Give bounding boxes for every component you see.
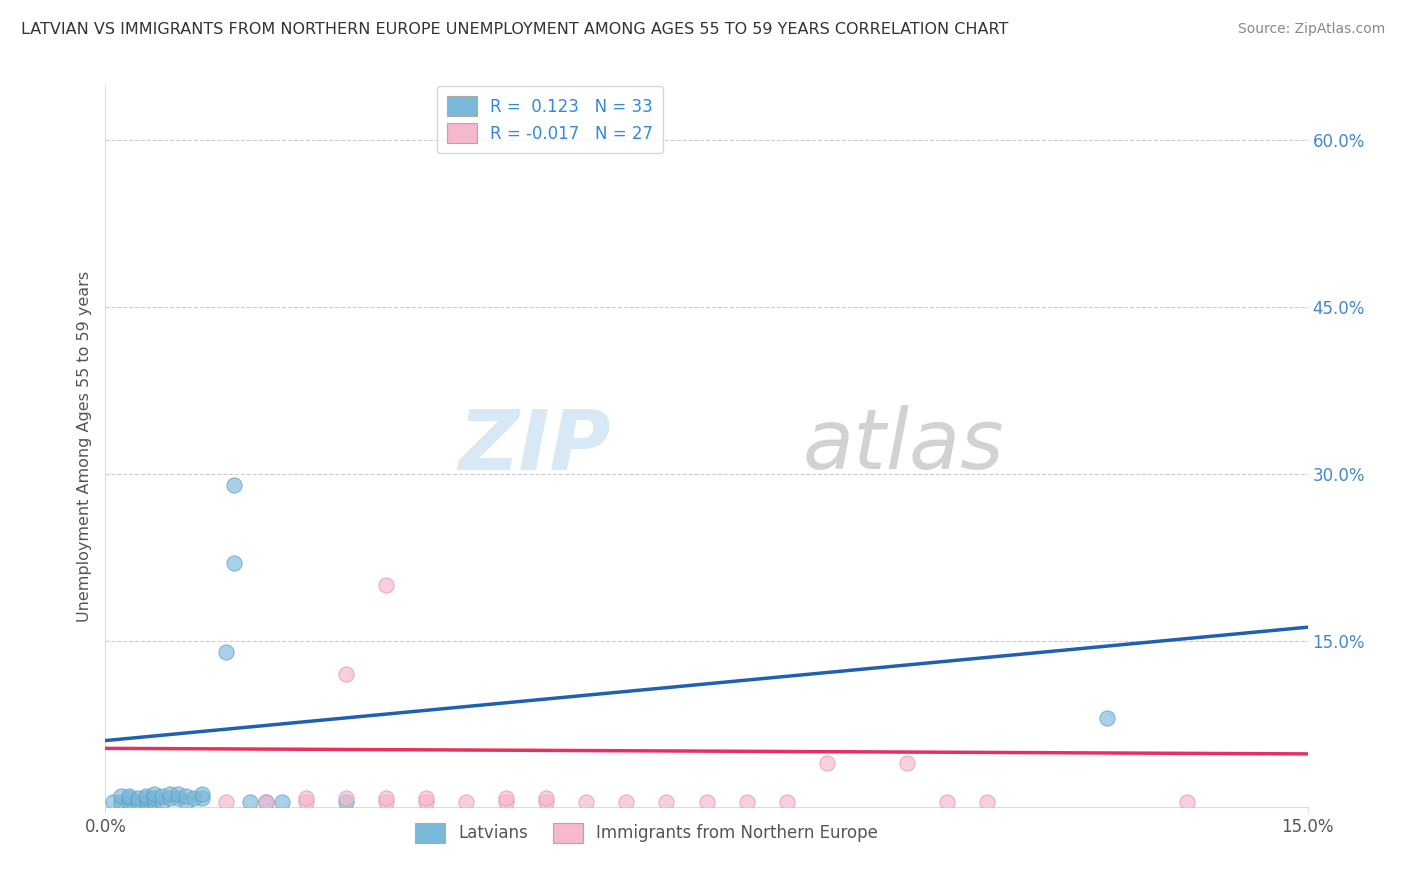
Point — [270, 795, 292, 809]
Point — [295, 795, 318, 809]
Point — [415, 791, 437, 805]
Point — [135, 795, 157, 809]
Text: Source: ZipAtlas.com: Source: ZipAtlas.com — [1237, 22, 1385, 37]
Point — [166, 787, 188, 801]
Point — [118, 791, 141, 805]
Point — [118, 795, 141, 809]
Point — [536, 795, 558, 809]
Point — [214, 645, 236, 659]
Point — [174, 795, 197, 809]
Point — [142, 791, 165, 805]
Point — [936, 795, 959, 809]
Point — [536, 791, 558, 805]
Point — [110, 795, 132, 809]
Point — [118, 789, 141, 804]
Point — [174, 789, 197, 804]
Point — [696, 795, 718, 809]
Text: ZIP: ZIP — [458, 406, 610, 486]
Point — [190, 787, 212, 801]
Y-axis label: Unemployment Among Ages 55 to 59 years: Unemployment Among Ages 55 to 59 years — [76, 270, 91, 622]
Point — [150, 789, 173, 804]
Point — [456, 795, 478, 809]
Point — [335, 795, 357, 809]
Point — [127, 795, 149, 809]
Point — [415, 795, 437, 809]
Point — [222, 478, 245, 492]
Point — [495, 791, 517, 805]
Point — [375, 578, 398, 592]
Point — [127, 791, 149, 805]
Point — [735, 795, 758, 809]
Point — [815, 756, 838, 770]
Point — [335, 791, 357, 805]
Point — [254, 795, 277, 809]
Point — [150, 795, 173, 809]
Point — [295, 791, 318, 805]
Point — [222, 556, 245, 570]
Point — [183, 791, 205, 805]
Point — [616, 795, 638, 809]
Point — [655, 795, 678, 809]
Point — [135, 791, 157, 805]
Point — [135, 789, 157, 804]
Point — [495, 795, 517, 809]
Text: atlas: atlas — [803, 406, 1004, 486]
Point — [239, 795, 262, 809]
Point — [776, 795, 799, 809]
Point — [896, 756, 918, 770]
Point — [575, 795, 598, 809]
Point — [375, 795, 398, 809]
Point — [142, 795, 165, 809]
Point — [1177, 795, 1199, 809]
Point — [976, 795, 998, 809]
Point — [159, 787, 181, 801]
Point — [214, 795, 236, 809]
Point — [159, 791, 181, 805]
Point — [335, 666, 357, 681]
Point — [110, 789, 132, 804]
Point — [103, 795, 125, 809]
Point — [254, 795, 277, 809]
Point — [142, 787, 165, 801]
Point — [375, 791, 398, 805]
Text: LATVIAN VS IMMIGRANTS FROM NORTHERN EUROPE UNEMPLOYMENT AMONG AGES 55 TO 59 YEAR: LATVIAN VS IMMIGRANTS FROM NORTHERN EURO… — [21, 22, 1008, 37]
Point — [1097, 711, 1119, 725]
Point — [166, 791, 188, 805]
Legend: Latvians, Immigrants from Northern Europe: Latvians, Immigrants from Northern Europ… — [408, 816, 884, 849]
Point — [190, 791, 212, 805]
